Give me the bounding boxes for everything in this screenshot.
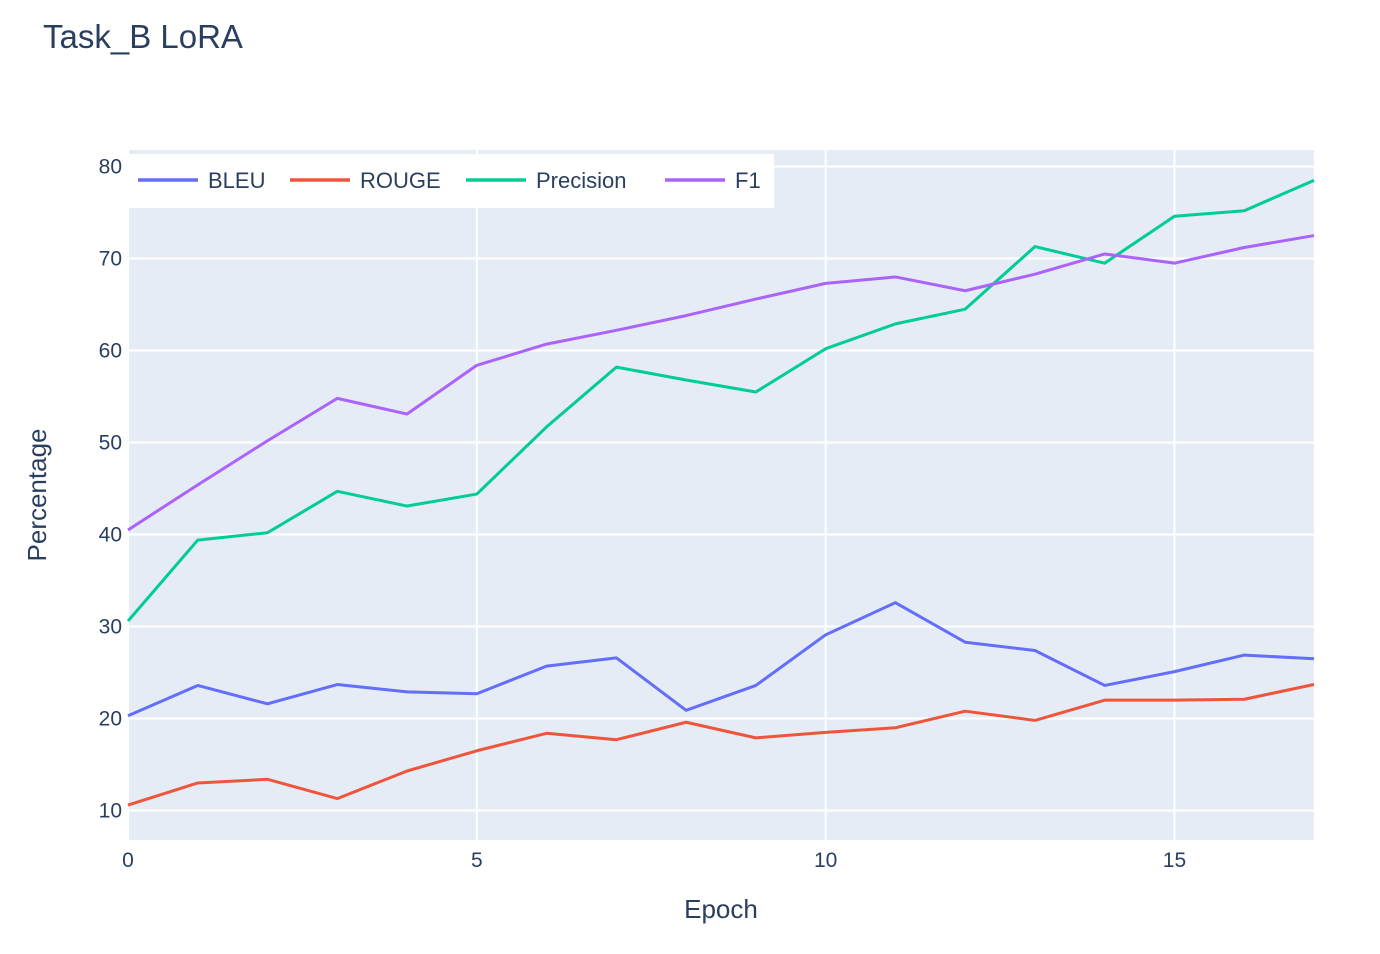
y-tick-label: 50 <box>99 432 122 455</box>
legend-label-f1[interactable]: F1 <box>735 168 761 193</box>
y-tick-label: 30 <box>99 616 122 639</box>
y-tick-label: 80 <box>99 156 122 179</box>
series-lines <box>126 178 1315 807</box>
y-tick-label: 70 <box>99 248 122 271</box>
tick-labels: 10 20 30 40 50 60 70 80 0 5 10 15 <box>99 156 1187 872</box>
legend-label-rouge[interactable]: ROUGE <box>360 168 441 193</box>
y-tick-label: 10 <box>99 800 122 823</box>
legend-label-bleu[interactable]: BLEU <box>208 168 265 193</box>
x-tick-label: 5 <box>471 849 483 872</box>
x-tick-label: 10 <box>814 849 837 872</box>
plot-area <box>128 150 1314 840</box>
x-tick-label: 0 <box>122 849 134 872</box>
legend: BLEU ROUGE Precision F1 <box>128 154 774 208</box>
series-line-bleu <box>127 601 1315 718</box>
series-line-rouge <box>127 683 1315 807</box>
legend-label-precision[interactable]: Precision <box>536 168 626 193</box>
y-tick-label: 60 <box>99 340 122 363</box>
series-line-f1 <box>127 234 1315 532</box>
chart-title: Task_B LoRA <box>43 18 243 55</box>
x-tick-label: 15 <box>1163 849 1186 872</box>
y-tick-label: 40 <box>99 524 122 547</box>
y-axis-title: Percentage <box>22 429 52 562</box>
x-axis-title: Epoch <box>684 894 758 924</box>
y-tick-label: 20 <box>99 708 122 731</box>
